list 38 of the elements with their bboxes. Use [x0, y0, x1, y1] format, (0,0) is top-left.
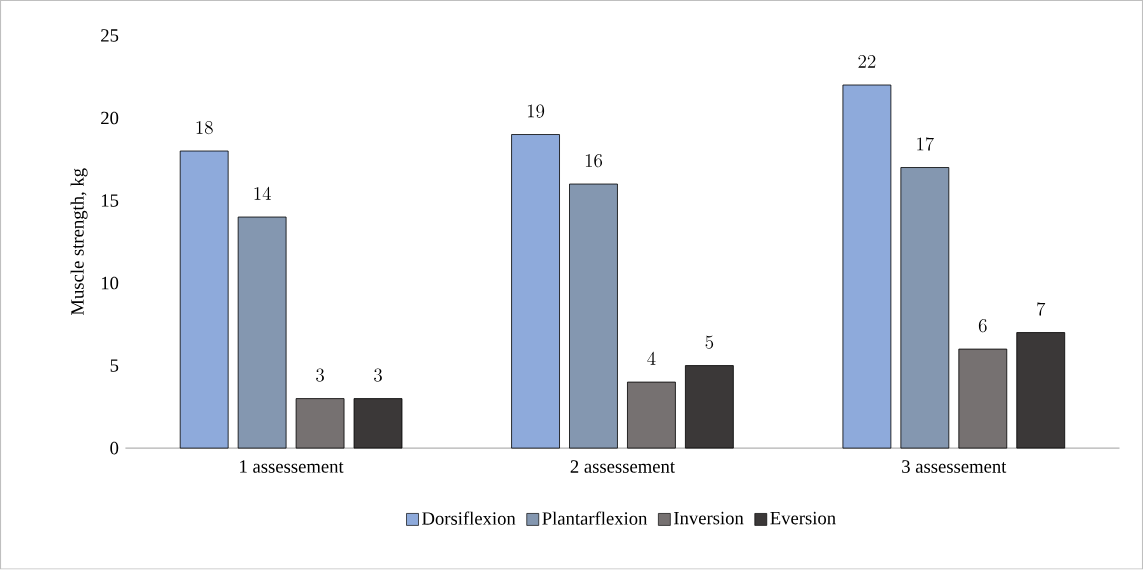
legend-label: Plantarflexion	[542, 511, 648, 526]
data-label: 19	[527, 104, 545, 118]
bar	[627, 381, 676, 449]
y-tick-label: 15	[101, 194, 119, 208]
y-tick-label: 0	[110, 442, 119, 455]
bar	[295, 398, 345, 449]
x-tick-label: 3 assessement	[902, 460, 1007, 474]
legend-label: Dorsiflexion	[422, 511, 516, 526]
y-tick-label: 5	[110, 359, 119, 373]
bar	[511, 134, 560, 449]
x-tick-label: 1 assessement	[240, 460, 344, 474]
bar	[1016, 332, 1066, 449]
y-tick-label: 25	[101, 29, 119, 42]
bar	[179, 150, 229, 449]
data-label: 22	[858, 55, 876, 68]
data-label: 16	[585, 154, 603, 168]
y-axis-title: Muscle strength, kg	[70, 168, 88, 316]
data-label: 4	[647, 352, 656, 366]
x-tick-label: 2 assessement	[570, 460, 675, 474]
bar	[685, 365, 734, 449]
data-label: 18	[196, 121, 213, 135]
data-label: 3	[374, 368, 382, 382]
data-label: 7	[1037, 302, 1046, 316]
bar	[842, 84, 892, 449]
data-label: 6	[978, 319, 987, 333]
bar	[237, 216, 287, 449]
data-label: 3	[316, 368, 324, 382]
legend-label: Inversion	[674, 512, 744, 525]
bar	[353, 398, 403, 449]
bar	[569, 183, 618, 449]
bar	[958, 348, 1008, 449]
data-label: 14	[254, 187, 271, 200]
y-tick-label: 20	[101, 111, 119, 125]
data-label: 17	[917, 137, 934, 151]
y-tick-label: 10	[101, 277, 119, 290]
bar	[900, 167, 950, 449]
legend-label: Eversion	[770, 512, 836, 525]
data-label: 5	[705, 335, 714, 349]
